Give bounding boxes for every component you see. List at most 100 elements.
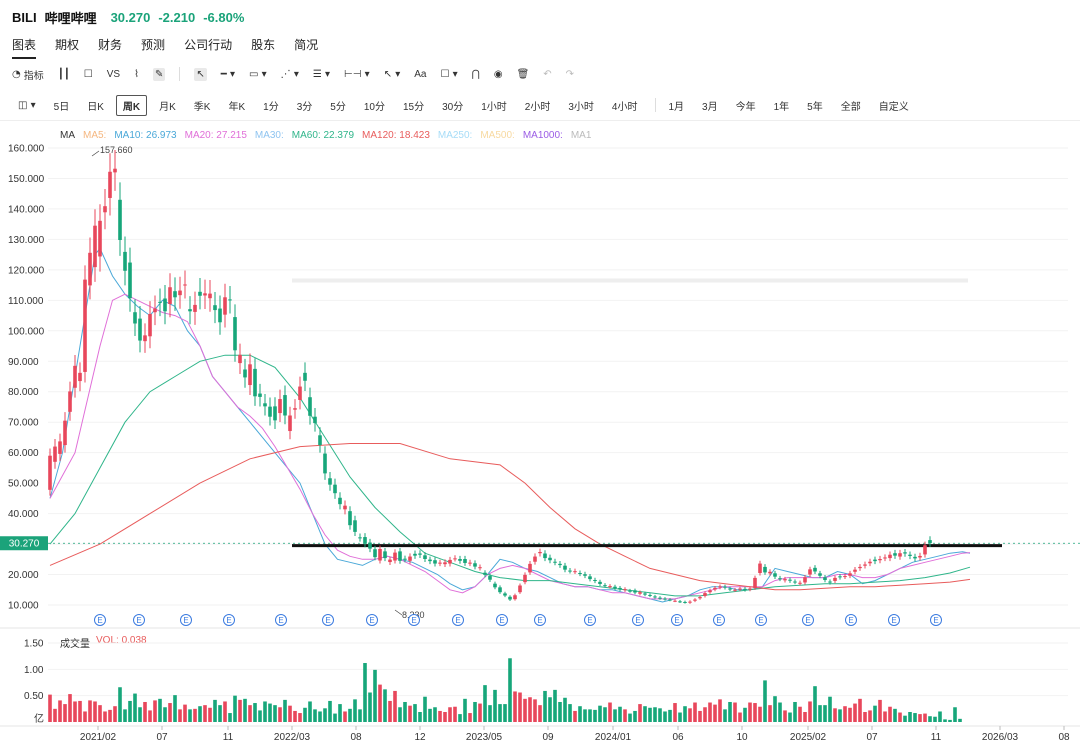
earnings-marker-label: E [635,616,640,625]
candle-body [48,455,52,490]
tab-shareholders[interactable]: 股东 [251,38,276,52]
volume-bar [393,690,397,722]
volume-bar [693,702,697,722]
compare-button[interactable]: VS [106,68,121,80]
period-option[interactable]: 年K [228,101,246,113]
period-option[interactable]: 4小时 [611,101,638,113]
tab-forecast[interactable]: 预测 [141,38,166,52]
period-option[interactable]: 月K [159,101,176,113]
volume-bar [368,692,372,722]
volume-bar [268,703,272,722]
range-option[interactable]: 1年 [773,101,790,113]
volume-bar [568,704,572,722]
undo-icon[interactable]: ↶ [543,68,552,80]
range-option[interactable]: 自定义 [878,101,909,113]
volume-bar [468,713,472,722]
chart-style-icon[interactable]: ⌇ [134,68,139,80]
candle-body [668,599,672,601]
range-option[interactable]: 5年 [807,101,823,113]
candle-body [728,588,732,590]
volume-bar [808,701,812,722]
pen-icon[interactable]: ✎ [152,67,166,81]
candle-body [218,308,222,323]
trash-icon[interactable]: 🗑 [516,68,530,80]
earnings-marker [223,614,235,626]
price-tick-label: 110.000 [8,296,44,307]
candle-type-icon[interactable]: ┃┃ [57,68,70,80]
candle-body [778,578,782,580]
period-option[interactable]: 15分 [402,101,425,113]
candle-body [533,556,537,562]
volume-bar [833,708,837,722]
range-option[interactable]: 全部 [840,101,861,113]
volume-bar [943,719,947,722]
tab-financials[interactable]: 财务 [98,38,123,52]
x-tick-label: 07 [156,732,168,743]
period-option[interactable]: 5日 [53,101,70,113]
candle-body [353,520,357,532]
pattern-tool-icon[interactable]: ⋰ ▾ [280,68,299,80]
candle-body [178,290,182,296]
square-icon[interactable]: ☐ [83,68,93,80]
candle-body [723,586,727,588]
range-option[interactable]: 1月 [668,101,685,113]
shape-tool-icon[interactable]: ▭ ▾ [248,68,267,80]
magnet-icon[interactable]: ⋂ [471,68,480,80]
candle-body [358,537,362,539]
line-tool-icon[interactable]: ━ ▾ [220,68,235,80]
period-option[interactable]: 2小时 [524,101,551,113]
price-tick-label: 80.000 [8,387,39,398]
fibonacci-tool-icon[interactable]: ☰ ▾ [312,68,331,80]
candle-body [438,562,442,564]
volume-bar [413,704,417,722]
candlestick-chart[interactable]: 160.000 150.000 140.000 130.000 120.000 110.0… [0,122,1080,748]
tab-corporate-actions[interactable]: 公司行动 [184,38,233,52]
candle-body [478,567,482,569]
volume-bar [863,711,867,722]
period-option-selected[interactable]: 周K [115,94,148,116]
volume-bar [763,680,767,722]
ma-legend-item: MA1000: [522,130,563,141]
candle-body [718,586,722,588]
candle-body [473,563,477,567]
range-option[interactable]: 3月 [702,101,718,113]
period-option[interactable]: 3小时 [568,101,594,113]
period-option[interactable]: 3分 [296,101,313,113]
range-option[interactable]: 今年 [735,101,756,113]
period-option[interactable]: 季K [193,101,211,113]
candle-body [188,309,192,312]
price-tick-label: 100.000 [8,326,45,337]
period-option[interactable]: 1分 [263,101,279,113]
price-tick-label: 120.000 [8,265,45,276]
indicator-button[interactable]: ◔ 指标 [12,67,44,82]
moving-averages [49,247,971,603]
comment-icon[interactable]: ☐ ▾ [440,68,458,80]
period-option[interactable]: 10分 [363,101,385,113]
tab-profile[interactable]: 简况 [294,38,319,52]
redo-icon[interactable]: ↷ [565,68,575,80]
eye-icon[interactable]: ◉ [493,68,503,80]
candle-body [608,586,612,588]
text-tool-button[interactable]: Aa [414,68,427,80]
candle-body [123,251,127,271]
earnings-marker-label: E [325,616,330,625]
cursor-icon[interactable]: ↖ [194,67,207,81]
period-option[interactable]: 1小时 [481,101,507,113]
volume-bar [93,701,97,722]
period-option[interactable]: 日K [87,101,104,113]
period-option[interactable]: 5分 [330,101,346,113]
candle-body [693,599,697,601]
candle-body [403,558,407,560]
arrow-tool-icon[interactable]: ↖ ▾ [383,68,401,80]
volume-bar [398,707,402,722]
tab-chart[interactable]: 图表 [12,36,37,59]
tab-options[interactable]: 期权 [55,38,80,52]
volume-bar [213,699,217,722]
candle-body [573,571,577,573]
candle-body [83,279,87,372]
layout-icon[interactable]: ◫ ▾ [18,99,36,111]
range-tool-icon[interactable]: ⊢⊣ ▾ [344,68,370,80]
candle-body [833,577,837,581]
period-option[interactable]: 30分 [442,101,464,113]
volume-bar [698,710,702,722]
